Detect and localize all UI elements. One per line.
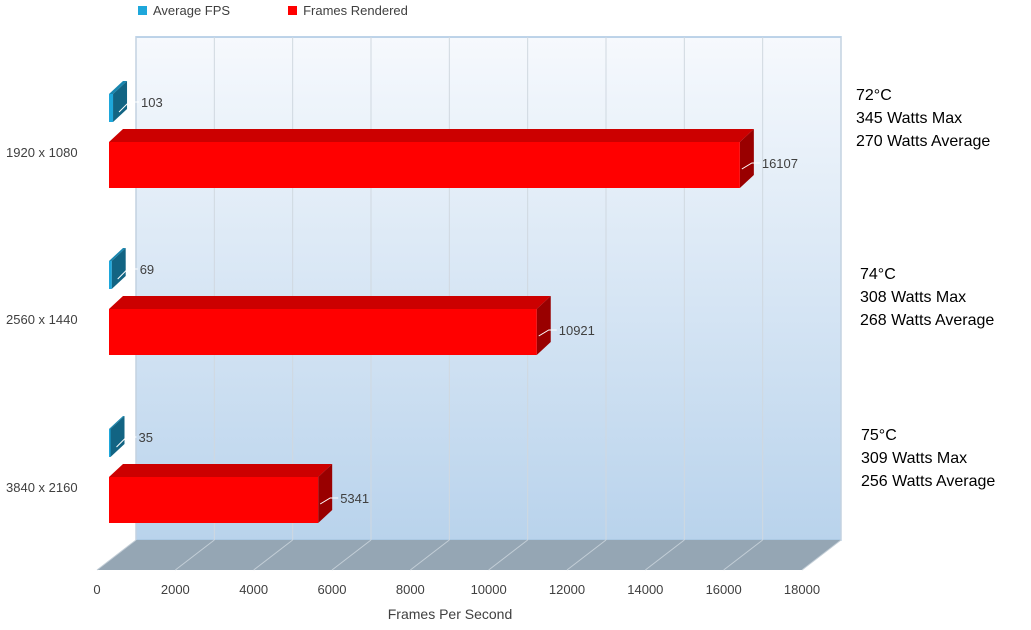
bar-frames-rendered-side — [739, 129, 754, 188]
chart-floor — [96, 539, 842, 571]
bar-frames-rendered-side — [318, 464, 333, 523]
data-label-average-fps: 69 — [140, 262, 154, 277]
x-tick-label: 18000 — [784, 582, 820, 597]
x-axis-title: Frames Per Second — [387, 606, 513, 622]
annotation-max-watts: 345 Watts Max — [856, 110, 963, 127]
x-tick-label: 14000 — [627, 582, 663, 597]
category-label: 1920 x 1080 — [6, 145, 78, 160]
bar-average-fps-front — [109, 94, 114, 122]
annotation-temp: 72°C — [856, 87, 892, 104]
leader-line — [319, 497, 339, 505]
x-tick-label: 2000 — [161, 582, 190, 597]
gridlines — [135, 37, 842, 540]
bar-frames-rendered-top — [109, 129, 754, 142]
annotation-1920x1080: 72°C 345 Watts Max 270 Watts Average — [856, 84, 1031, 153]
annotation-3840x2160: 75°C 309 Watts Max 256 Watts Average — [861, 424, 1031, 493]
floor-gridline — [175, 539, 215, 571]
annotation-2560x1440: 74°C 308 Watts Max 268 Watts Average — [860, 263, 1031, 332]
leader-line — [118, 101, 140, 113]
legend-item-average-fps: Average FPS — [138, 3, 230, 18]
legend-swatch-frames-rendered — [288, 6, 298, 15]
data-label-frames-rendered: 10921 — [559, 323, 595, 338]
bar-average-fps-side — [113, 81, 128, 122]
bar-average-fps — [109, 248, 126, 289]
bar-frames-rendered-front — [109, 309, 537, 355]
x-tick-label: 0 — [93, 582, 100, 597]
annotation-temp: 74°C — [860, 266, 896, 283]
category-labels: 1920 x 1080 2560 x 1440 3840 x 2160 — [6, 145, 78, 495]
floor-gridline — [723, 539, 763, 571]
bar-frames-rendered-front — [109, 477, 319, 523]
x-tick-label: 10000 — [471, 582, 507, 597]
floor-gridline — [645, 539, 685, 571]
bar-frames-rendered — [109, 464, 333, 523]
floor-gridline — [331, 539, 372, 571]
x-tick-label: 16000 — [706, 582, 742, 597]
data-label-average-fps: 103 — [141, 95, 163, 110]
bar-average-fps-top — [109, 81, 128, 94]
bar-frames-rendered — [109, 296, 551, 355]
annotation-avg-watts: 256 Watts Average — [861, 473, 996, 490]
data-label-frames-rendered: 16107 — [762, 156, 798, 171]
annotation-max-watts: 309 Watts Max — [861, 450, 968, 467]
floor-gridline — [410, 539, 450, 571]
data-label-frames-rendered: 5341 — [340, 491, 369, 506]
bar-frames-rendered-top — [109, 464, 333, 477]
bar-average-fps-side — [111, 248, 126, 289]
bar-average-fps-top — [109, 248, 126, 261]
x-tick-labels: 0 2000 4000 6000 8000 10000 12000 14000 16000 180… — [93, 582, 820, 597]
x-tick-label: 4000 — [239, 582, 268, 597]
legend-label-frames-rendered: Frames Rendered — [303, 3, 408, 18]
annotation-temp: 75°C — [861, 427, 897, 444]
plot-background — [135, 36, 842, 541]
back-wall — [135, 36, 842, 541]
category-label: 3840 x 2160 — [6, 480, 78, 495]
annotation-max-watts: 308 Watts Max — [860, 289, 967, 306]
floor-gridline — [566, 539, 607, 571]
bars — [109, 81, 754, 523]
bar-frames-rendered — [109, 129, 754, 188]
bar-average-fps-front — [109, 261, 112, 289]
bar-average-fps — [109, 81, 128, 122]
floor-gridline — [253, 539, 293, 571]
data-label-average-fps: 35 — [139, 430, 153, 445]
category-label: 2560 x 1440 — [6, 312, 78, 327]
bar-average-fps-side — [110, 416, 125, 457]
chart-legend: Average FPS Frames Rendered — [138, 3, 408, 18]
leader-line — [117, 268, 138, 280]
legend-label-average-fps: Average FPS — [153, 3, 231, 18]
leader-line — [538, 329, 557, 337]
legend-item-frames-rendered: Frames Rendered — [288, 3, 408, 18]
legend-swatch-average-fps — [138, 6, 147, 15]
x-tick-label: 8000 — [396, 582, 425, 597]
floor-gridline — [801, 539, 842, 571]
data-labels: 103 16107 69 10921 35 5341 — [116, 95, 798, 506]
floor-gridline — [96, 539, 137, 571]
x-tick-label: 6000 — [318, 582, 347, 597]
leader-line — [741, 162, 760, 170]
bar-frames-rendered-side — [536, 296, 551, 355]
bar-average-fps-front — [109, 429, 111, 457]
floor-gridline — [488, 539, 528, 571]
x-tick-label: 12000 — [549, 582, 585, 597]
bar-frames-rendered-top — [109, 296, 551, 309]
annotation-avg-watts: 268 Watts Average — [860, 312, 995, 329]
bar-average-fps-top — [109, 416, 125, 429]
annotation-avg-watts: 270 Watts Average — [856, 133, 991, 150]
bar-frames-rendered-front — [109, 142, 740, 188]
bar-average-fps — [109, 416, 125, 457]
leader-line — [116, 436, 137, 448]
